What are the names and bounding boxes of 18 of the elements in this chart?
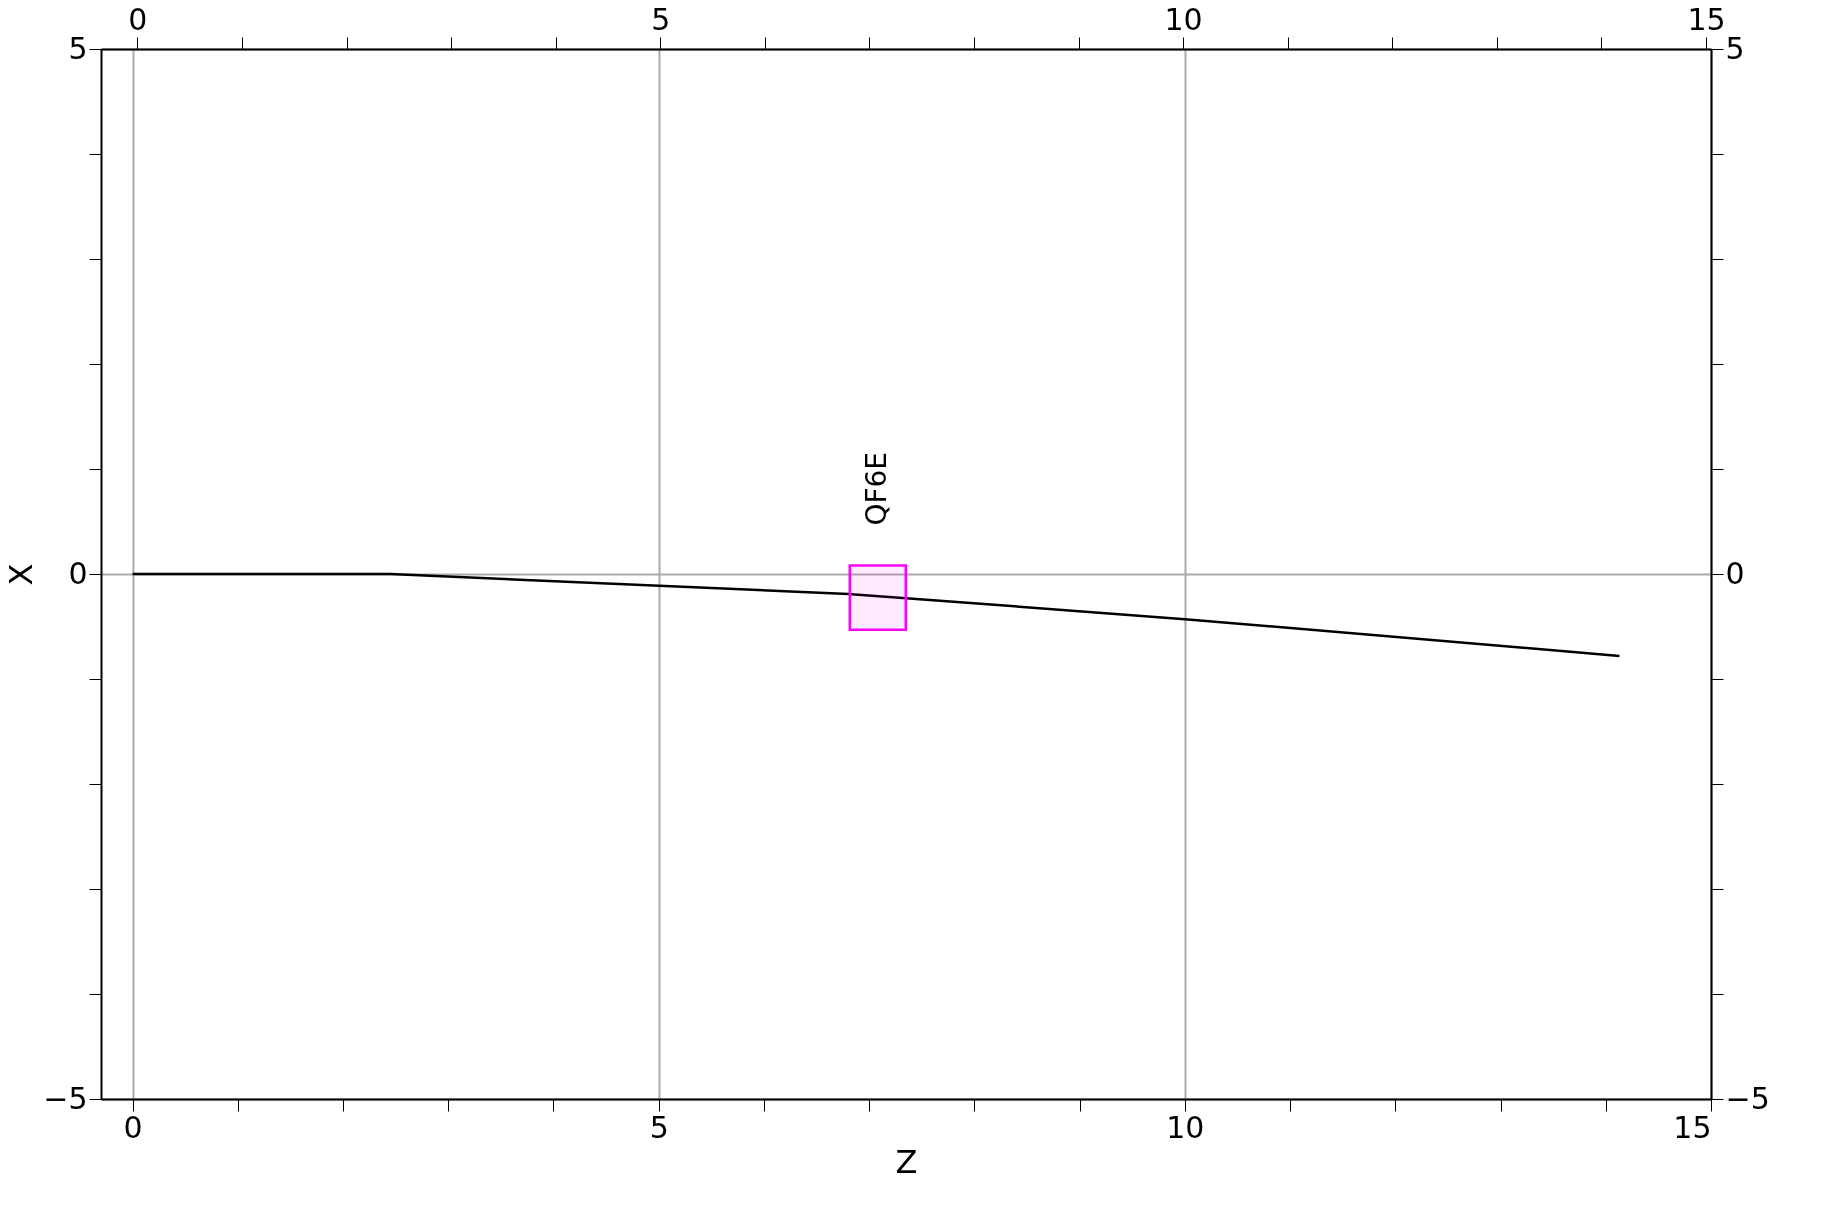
x-tick-label: 10: [1166, 1109, 1205, 1145]
x2-tick-label: 0: [128, 1, 148, 37]
text: QF6E: [859, 451, 893, 526]
y2-tick-label: 5: [1725, 30, 1745, 66]
y-tick-label: −5: [43, 1080, 88, 1116]
y-tick-label: 0: [68, 555, 88, 591]
x-tick-label: 0: [123, 1109, 143, 1145]
x-tick-label: 5: [649, 1109, 669, 1145]
y-axis-title: X: [2, 563, 41, 586]
x2-tick-label: 15: [1687, 1, 1726, 37]
y2-tick-label: 0: [1725, 555, 1745, 591]
y2-tick-label: −5: [1725, 1080, 1770, 1116]
x2-tick-label: 5: [651, 1, 671, 37]
line-series: [131, 572, 1621, 658]
x2-tick-label: 10: [1164, 1, 1203, 37]
y-tick-label: 5: [68, 30, 88, 66]
x-axis-title: Z: [895, 1142, 918, 1181]
x-tick-label: 15: [1673, 1109, 1712, 1145]
